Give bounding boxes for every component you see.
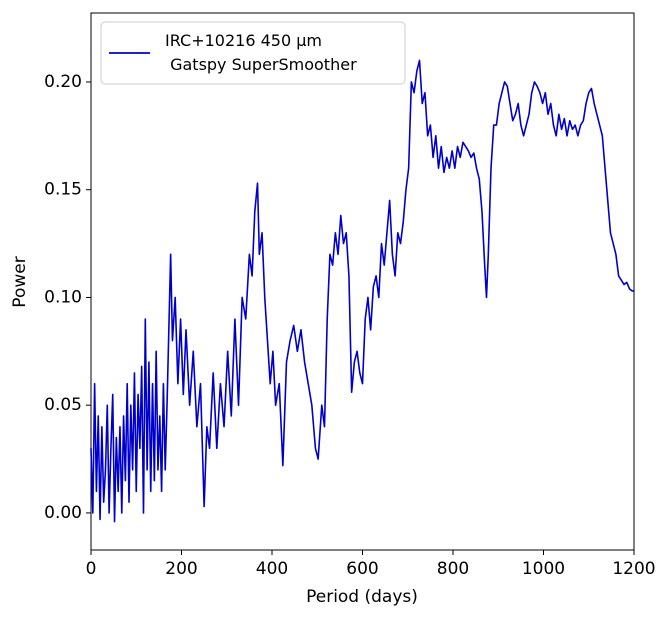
legend-label: IRC+10216 450 μm Gatspy SuperSmoother xyxy=(165,31,357,74)
y-tick-label: 0.15 xyxy=(44,180,82,200)
y-tick-label: 0.20 xyxy=(44,72,82,92)
y-axis-label: Power xyxy=(10,256,30,307)
x-tick-label: 0 xyxy=(86,559,97,579)
y-tick-label: 0.05 xyxy=(44,395,82,415)
data-line xyxy=(90,59,634,523)
y-tick-label: 0.00 xyxy=(44,503,82,523)
x-axis-label: Period (days) xyxy=(306,587,418,607)
legend: IRC+10216 450 μm Gatspy SuperSmoother xyxy=(100,21,406,85)
plot-frame xyxy=(90,12,635,551)
x-tick-label: 800 xyxy=(437,559,469,579)
x-tick-label: 1200 xyxy=(612,559,655,579)
x-tick-label: 200 xyxy=(165,559,197,579)
y-tick-label: 0.10 xyxy=(44,287,82,307)
x-tick-label: 600 xyxy=(346,559,378,579)
x-tick-label: 400 xyxy=(256,559,288,579)
legend-box xyxy=(100,21,406,85)
x-tick-label: 1000 xyxy=(522,559,565,579)
